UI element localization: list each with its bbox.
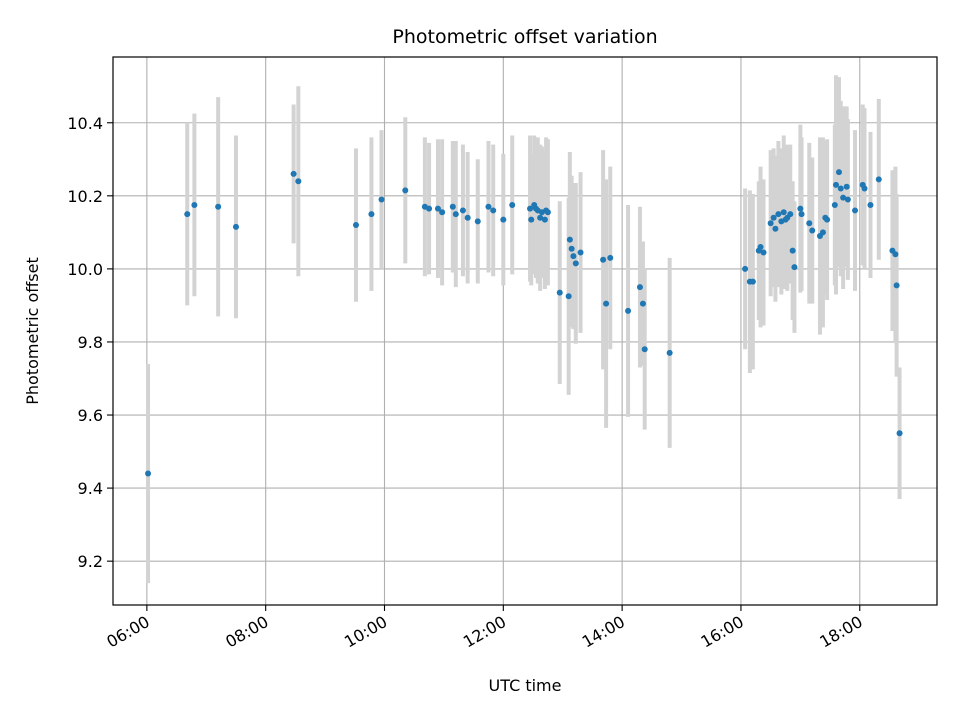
data-point — [844, 196, 851, 203]
data-point — [775, 211, 782, 218]
data-point — [572, 260, 579, 267]
data-point — [757, 243, 764, 250]
data-point — [145, 470, 152, 477]
data-point — [641, 346, 648, 353]
data-point — [806, 220, 813, 227]
data-point — [485, 203, 492, 210]
data-point — [833, 181, 840, 188]
data-point — [556, 289, 563, 296]
y-tick-label: 9.8 — [78, 333, 103, 352]
data-point — [749, 278, 756, 285]
data-point — [452, 211, 459, 218]
data-point — [760, 249, 767, 256]
data-point — [541, 216, 548, 223]
chart-title: Photometric offset variation — [392, 26, 657, 48]
data-point — [290, 170, 297, 177]
data-point — [837, 185, 844, 192]
data-point — [636, 284, 643, 291]
data-point — [824, 216, 831, 223]
y-axis-label: Photometric offset — [23, 257, 42, 405]
data-point — [459, 207, 466, 214]
data-point — [352, 222, 359, 229]
data-point — [770, 214, 777, 221]
data-point — [852, 207, 859, 214]
data-point — [787, 211, 794, 218]
data-point — [490, 207, 497, 214]
data-point — [797, 205, 804, 212]
data-point — [875, 176, 882, 183]
data-point — [577, 249, 584, 256]
data-point — [449, 203, 456, 210]
data-point — [809, 227, 816, 234]
data-point — [191, 201, 198, 208]
data-point — [791, 264, 798, 271]
data-point — [798, 211, 805, 218]
data-point — [892, 251, 899, 258]
data-point — [368, 211, 375, 218]
plot-frame — [112, 56, 938, 606]
data-points — [145, 169, 903, 477]
data-point — [625, 307, 632, 314]
data-point — [742, 265, 749, 272]
data-point — [215, 203, 222, 210]
data-point — [568, 245, 575, 252]
data-point — [474, 218, 481, 225]
data-point — [528, 216, 535, 223]
data-point — [843, 183, 850, 190]
y-tick-label: 10.2 — [67, 187, 103, 206]
data-point — [666, 349, 673, 356]
data-point — [607, 254, 614, 261]
data-point — [831, 201, 838, 208]
data-point — [789, 247, 796, 254]
y-axis-ticks: 9.2 9.4 9.6 9.8 10.0 10.2 10.4 — [67, 114, 113, 571]
y-tick-label: 10.4 — [67, 114, 103, 133]
data-point — [819, 229, 826, 236]
data-point — [527, 205, 534, 212]
data-point — [767, 220, 774, 227]
data-point — [434, 205, 441, 212]
data-point — [835, 169, 842, 176]
data-point — [426, 205, 433, 212]
data-point — [439, 209, 446, 216]
data-point — [639, 300, 646, 307]
data-point — [402, 187, 409, 194]
data-point — [378, 196, 385, 203]
data-point — [184, 211, 191, 218]
data-point — [232, 223, 239, 230]
data-point — [600, 256, 607, 263]
y-tick-label: 9.6 — [78, 406, 103, 425]
y-tick-label: 9.4 — [78, 479, 103, 498]
data-point — [537, 214, 544, 221]
data-point — [565, 293, 572, 300]
data-point — [295, 178, 302, 185]
data-point — [544, 209, 551, 216]
data-point — [500, 216, 507, 223]
x-axis-label: UTC time — [489, 676, 562, 695]
data-point — [840, 194, 847, 201]
data-point — [780, 209, 787, 216]
data-point — [772, 225, 779, 232]
data-point — [867, 201, 874, 208]
y-tick-label: 9.2 — [78, 552, 103, 571]
data-point — [464, 214, 471, 221]
y-tick-label: 10.0 — [67, 260, 103, 279]
data-point — [603, 300, 610, 307]
data-point — [570, 253, 577, 260]
data-point — [893, 282, 900, 289]
data-point — [566, 236, 573, 243]
data-point — [896, 430, 903, 437]
data-point — [509, 201, 516, 208]
data-point — [861, 185, 868, 192]
